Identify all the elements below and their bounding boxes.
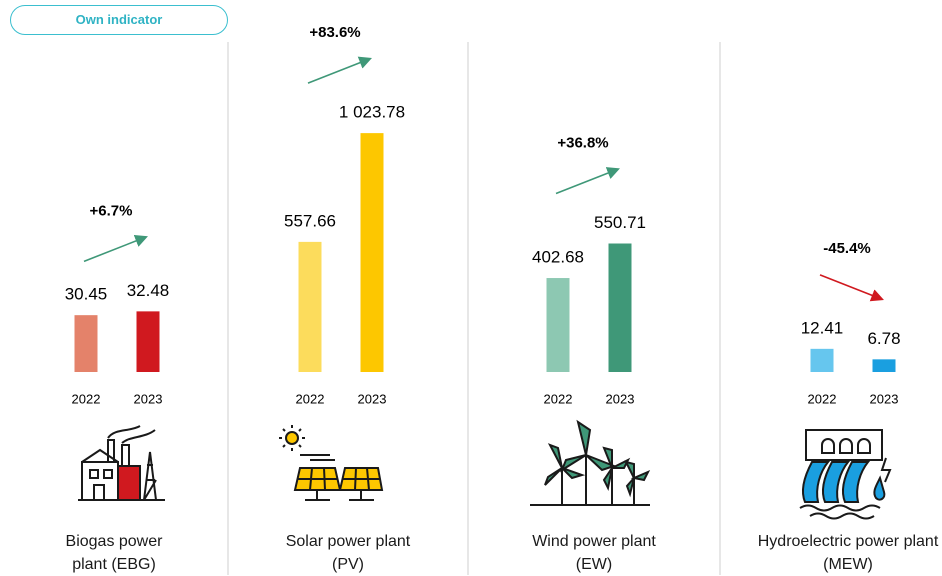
value-label: 402.68 <box>532 248 584 267</box>
plant-title: Wind power plant (EW) <box>529 530 659 576</box>
bar <box>299 242 322 372</box>
trend-arrow <box>556 170 617 194</box>
year-label: 2022 <box>72 391 101 406</box>
year-label: 2023 <box>134 391 163 406</box>
year-label: 2022 <box>544 391 573 406</box>
change-label: +83.6% <box>309 24 360 41</box>
year-label: 2023 <box>358 391 387 406</box>
bar <box>873 359 896 372</box>
plant-title: Hydroelectric power plant (MEW) <box>753 530 942 576</box>
value-label: 30.45 <box>65 285 108 304</box>
value-label: 1 023.78 <box>339 103 405 122</box>
value-label: 32.48 <box>127 281 170 300</box>
change-label: -45.4% <box>823 240 871 257</box>
trend-arrow <box>84 237 145 261</box>
plant-title: Solar power plant (PV) <box>283 530 413 576</box>
change-label: +36.8% <box>557 134 608 151</box>
value-label: 12.41 <box>801 318 844 337</box>
bar <box>361 133 384 372</box>
trend-arrow <box>308 59 369 83</box>
hydro-icon <box>800 430 890 519</box>
bar <box>137 311 160 372</box>
wind-icon <box>530 422 650 505</box>
trend-arrow <box>820 275 881 299</box>
year-label: 2023 <box>870 391 899 406</box>
bar <box>609 244 632 372</box>
change-label: +6.7% <box>90 202 133 219</box>
solar-icon <box>279 425 382 500</box>
page: {"header": {"badge": "Own indicator"}, "… <box>0 0 942 575</box>
value-label: 550.71 <box>594 213 646 232</box>
bar <box>547 278 570 372</box>
year-label: 2023 <box>606 391 635 406</box>
value-label: 6.78 <box>867 329 900 348</box>
plant-title: Biogas power plant (EBG) <box>49 530 179 576</box>
biogas-icon <box>78 426 165 500</box>
bar <box>75 315 98 372</box>
year-label: 2022 <box>808 391 837 406</box>
chart: 30.45 2022 32.48 2023 +6.7% 557.66 2022 1 023.7… <box>0 0 942 575</box>
year-label: 2022 <box>296 391 325 406</box>
bar <box>811 349 834 372</box>
value-label: 557.66 <box>284 211 336 230</box>
